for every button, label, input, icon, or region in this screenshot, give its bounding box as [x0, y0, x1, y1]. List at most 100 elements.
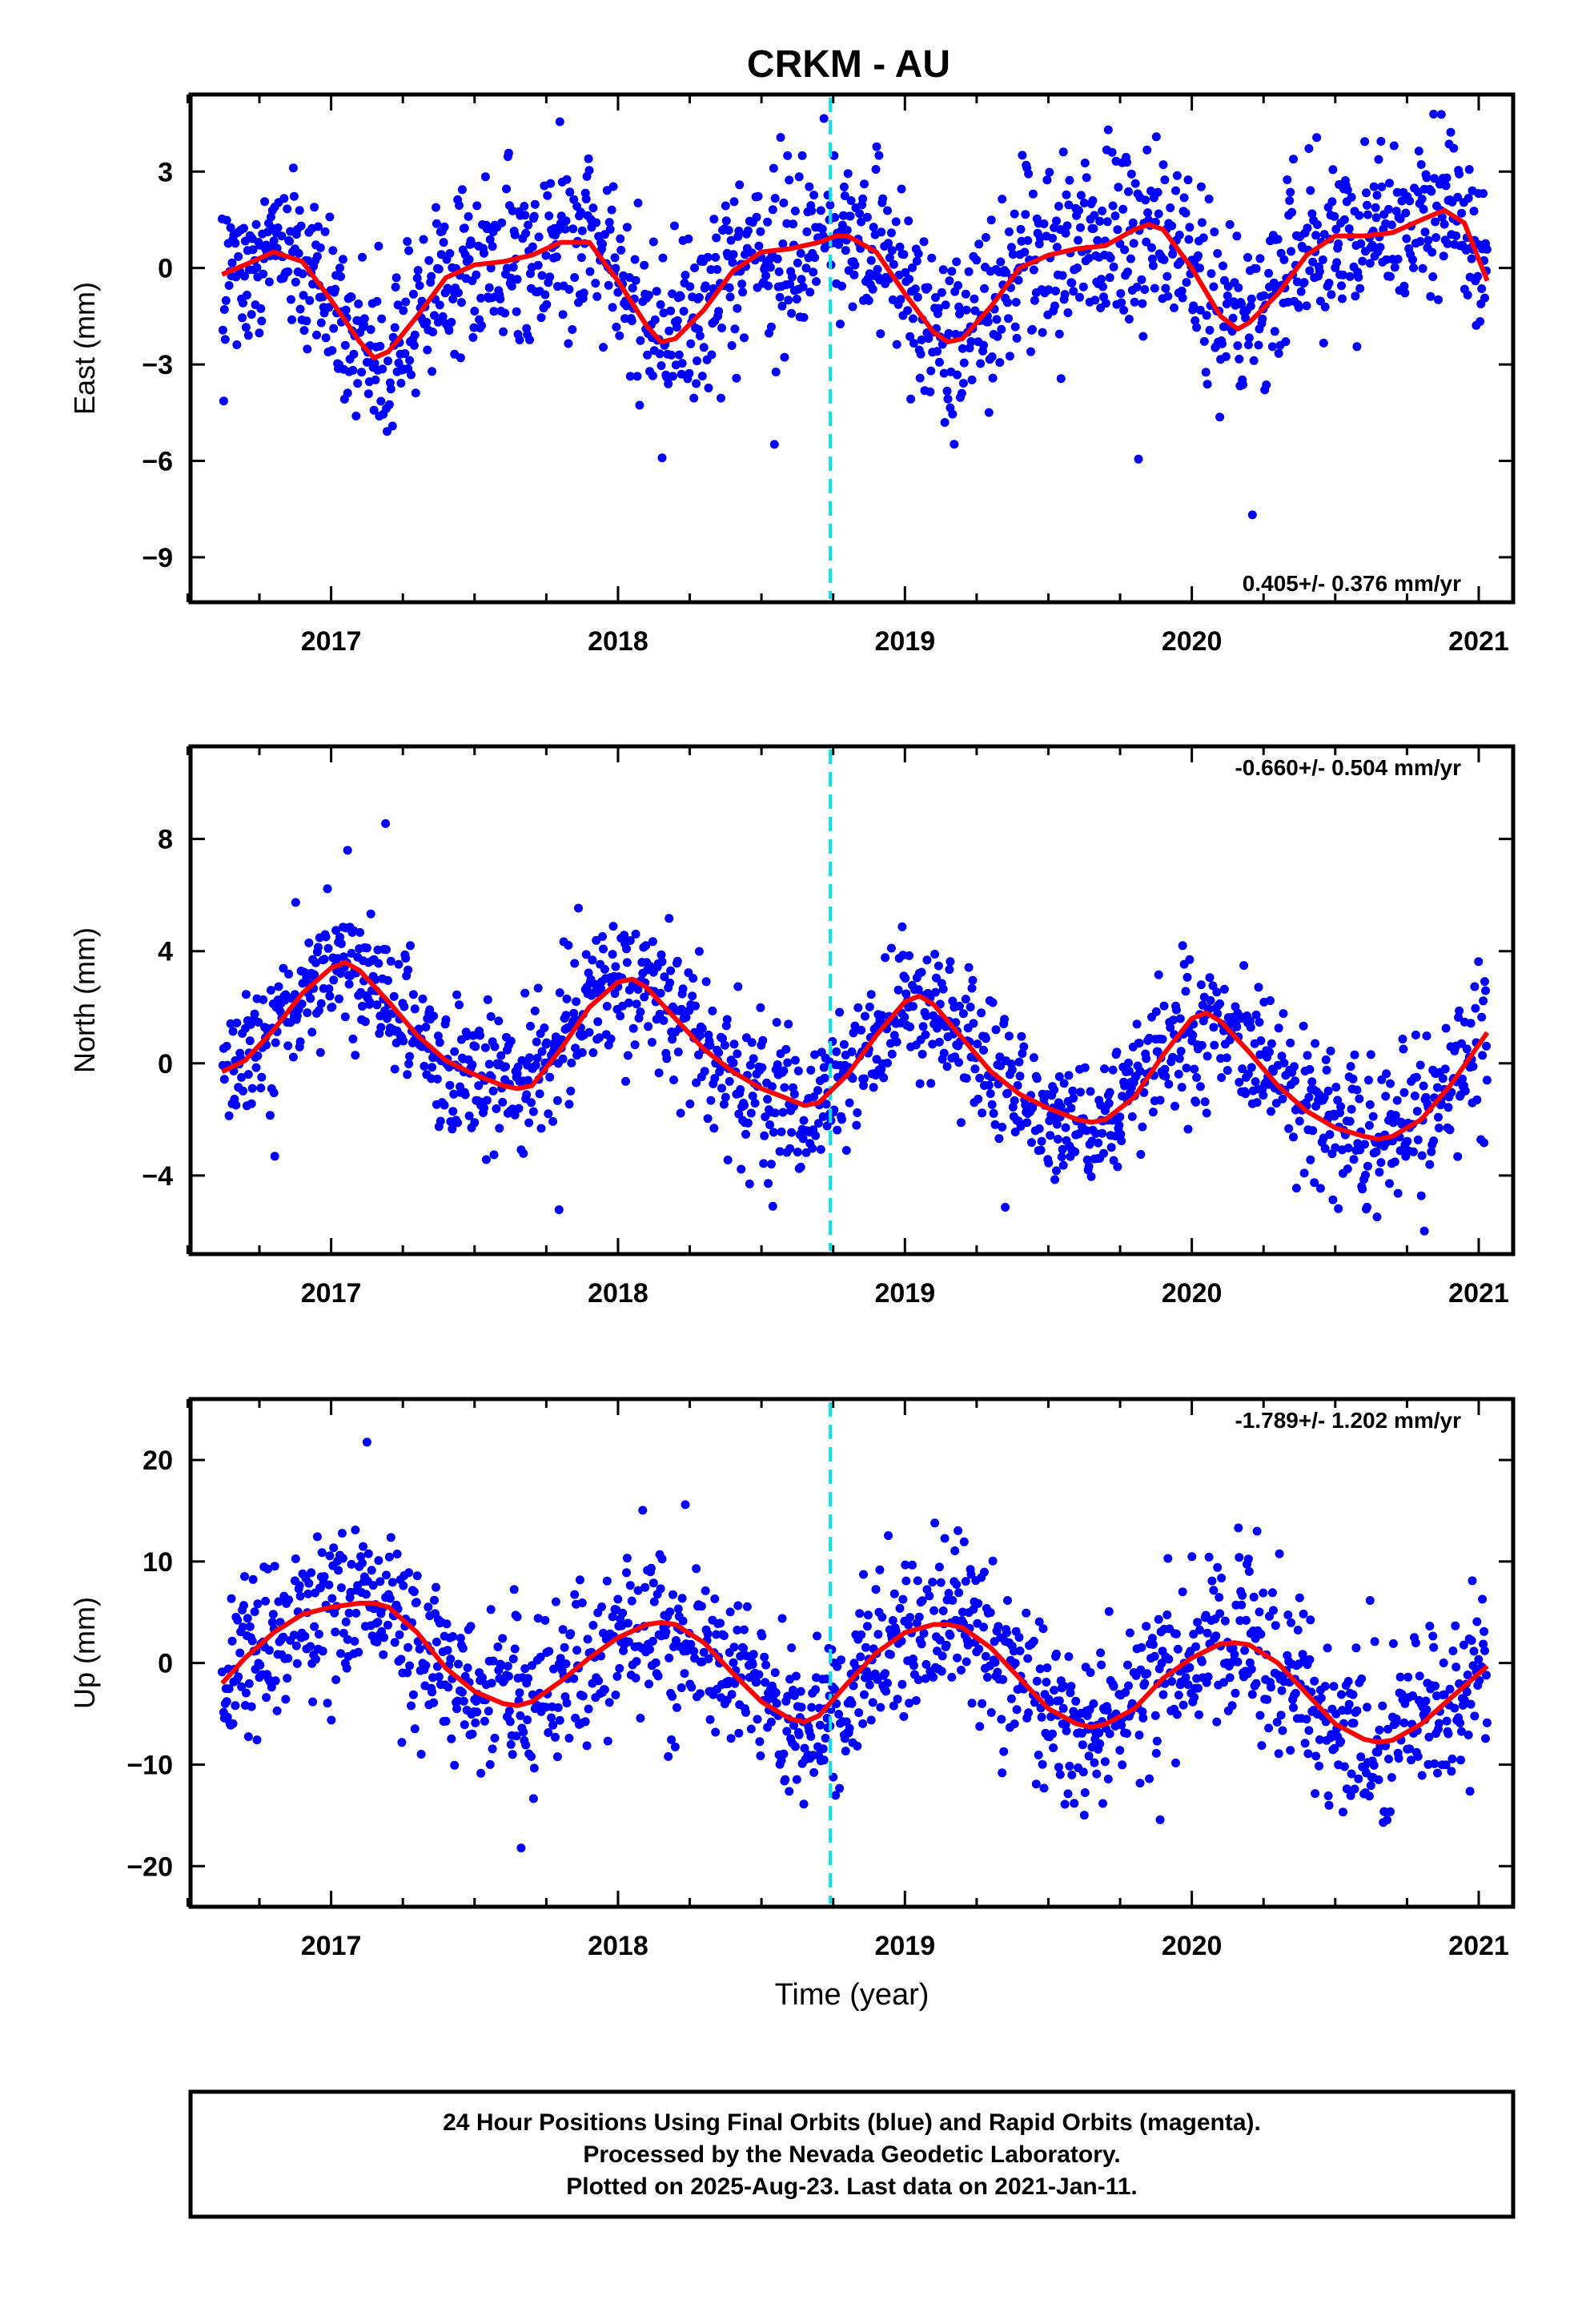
up-data-point [1064, 1652, 1074, 1662]
north-data-point [766, 1160, 776, 1169]
east-data-point [778, 239, 788, 248]
north-data-point [1001, 1203, 1010, 1212]
east-data-point [357, 368, 367, 377]
up-data-point [794, 1730, 804, 1739]
up-data-point [430, 1595, 439, 1605]
north-data-point [1202, 1108, 1211, 1118]
up-data-point [835, 1783, 845, 1793]
up-data-point [1247, 1664, 1256, 1674]
north-data-point [757, 1063, 767, 1072]
east-data-point [877, 227, 886, 237]
up-data-point [1187, 1552, 1197, 1562]
east-data-point [1105, 273, 1114, 283]
up-data-point [1024, 1708, 1034, 1718]
north-data-point [624, 998, 633, 1007]
east-data-point [769, 163, 778, 173]
north-data-point [1094, 1138, 1103, 1148]
up-data-point [950, 1546, 960, 1555]
east-data-point [1232, 231, 1242, 241]
north-data-point [897, 922, 907, 931]
east-data-point [528, 242, 537, 251]
north-data-point [1410, 1092, 1419, 1100]
up-data-point [1204, 1552, 1214, 1562]
north-data-point [1022, 1118, 1032, 1128]
north-data-point [1468, 1062, 1478, 1072]
north-data-point [228, 1027, 238, 1036]
north-data-point [722, 1015, 732, 1024]
up-data-point [1243, 1554, 1253, 1564]
up-data-point [1158, 1690, 1168, 1699]
east-data-point [1308, 257, 1318, 267]
up-data-point [1084, 1751, 1094, 1761]
east-data-point [841, 246, 850, 255]
north-data-point [358, 1002, 367, 1011]
east-data-point [616, 245, 626, 255]
east-data-point [884, 239, 893, 248]
up-data-point [1349, 1719, 1359, 1728]
east-data-point [1003, 298, 1012, 308]
north-data-point [1235, 1077, 1244, 1087]
north-data-point [1190, 1064, 1199, 1074]
north-data-point [562, 994, 572, 1003]
east-data-point [299, 291, 308, 300]
east-data-point [737, 279, 747, 289]
up-data-point [785, 1787, 794, 1796]
north-data-point [1116, 1129, 1126, 1139]
up-data-point [1235, 1616, 1245, 1626]
east-data-point [1026, 347, 1035, 356]
east-data-point [1408, 255, 1417, 264]
north-data-point [530, 1006, 540, 1015]
east-data-point [1054, 202, 1063, 211]
up-data-point [884, 1531, 893, 1540]
east-data-point [1467, 254, 1476, 263]
east-data-point [315, 243, 325, 252]
up-data-point [1342, 1784, 1351, 1794]
north-data-point [1277, 1051, 1287, 1061]
east-data-point [905, 332, 915, 341]
up-data-point [441, 1716, 451, 1726]
east-data-point [1088, 196, 1098, 205]
up-data-point [815, 1720, 825, 1730]
east-data-point [906, 394, 916, 404]
up-data-point [1405, 1744, 1415, 1754]
up-data-point [961, 1577, 970, 1586]
up-data-point [1413, 1751, 1423, 1761]
east-data-point [1202, 311, 1211, 320]
north-data-point [1013, 1080, 1022, 1090]
east-data-point [693, 356, 701, 366]
east-data-point [912, 256, 921, 266]
north-data-point [706, 1096, 716, 1105]
up-data-point [274, 1597, 283, 1606]
up-data-point [1450, 1703, 1460, 1713]
north-data-point [488, 1086, 498, 1096]
up-data-point [509, 1585, 519, 1594]
east-data-point [729, 250, 738, 259]
east-data-point [1338, 294, 1347, 304]
east-data-point [976, 359, 986, 368]
east-data-point [521, 228, 531, 238]
east-data-point [1376, 137, 1386, 146]
north-data-point [1070, 1147, 1080, 1156]
north-data-point [966, 1003, 975, 1011]
east-data-point [291, 277, 300, 287]
up-data-point [1337, 1690, 1346, 1699]
east-data-point [1029, 265, 1038, 275]
north-data-point [641, 941, 651, 951]
north-data-point [1268, 1067, 1278, 1076]
up-data-point [1140, 1679, 1150, 1688]
north-data-point [745, 1060, 755, 1070]
east-data-point [464, 211, 473, 221]
east-data-point [855, 209, 865, 219]
up-data-point [1065, 1761, 1074, 1771]
north-data-point [486, 1011, 496, 1021]
up-data-point [1079, 1811, 1089, 1820]
up-data-point [830, 1685, 840, 1695]
north-data-point [1251, 1077, 1260, 1087]
north-data-point [532, 1053, 542, 1063]
up-data-point [404, 1642, 413, 1652]
up-data-point [1244, 1566, 1254, 1576]
up-data-point [1339, 1807, 1347, 1817]
up-data-point [849, 1681, 858, 1691]
east-frame [188, 92, 1516, 605]
east-data-point [728, 258, 737, 267]
